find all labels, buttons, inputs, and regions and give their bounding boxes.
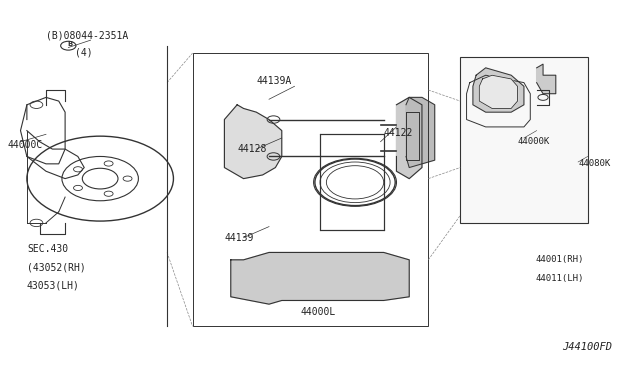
Text: B: B bbox=[68, 41, 73, 47]
Bar bbox=[460, 57, 588, 223]
Polygon shape bbox=[396, 97, 422, 179]
Text: SEC.430: SEC.430 bbox=[27, 244, 68, 254]
Text: 44122: 44122 bbox=[384, 128, 413, 138]
Text: (B)08044-2351A: (B)08044-2351A bbox=[46, 30, 128, 40]
Text: (43052(RH): (43052(RH) bbox=[27, 262, 86, 272]
Polygon shape bbox=[479, 75, 518, 109]
Text: (4): (4) bbox=[75, 48, 92, 58]
Polygon shape bbox=[225, 105, 282, 179]
Polygon shape bbox=[467, 75, 531, 127]
Polygon shape bbox=[406, 97, 435, 167]
Text: 44000L: 44000L bbox=[301, 307, 336, 317]
Text: 44080K: 44080K bbox=[578, 159, 611, 169]
Text: 43053(LH): 43053(LH) bbox=[27, 281, 80, 291]
Polygon shape bbox=[473, 68, 524, 112]
Polygon shape bbox=[537, 64, 556, 94]
Text: J44100FD: J44100FD bbox=[562, 342, 612, 352]
Text: 44011(LH): 44011(LH) bbox=[536, 274, 584, 283]
Text: 44000K: 44000K bbox=[518, 137, 550, 146]
Polygon shape bbox=[231, 253, 409, 304]
Text: 44139A: 44139A bbox=[256, 76, 292, 86]
Text: 44000C: 44000C bbox=[8, 140, 43, 150]
Text: 44001(RH): 44001(RH) bbox=[536, 255, 584, 264]
Text: 44128: 44128 bbox=[237, 144, 266, 154]
Polygon shape bbox=[406, 112, 419, 160]
Bar bbox=[193, 53, 428, 326]
Text: 44139: 44139 bbox=[225, 233, 254, 243]
Bar bbox=[320, 134, 384, 230]
